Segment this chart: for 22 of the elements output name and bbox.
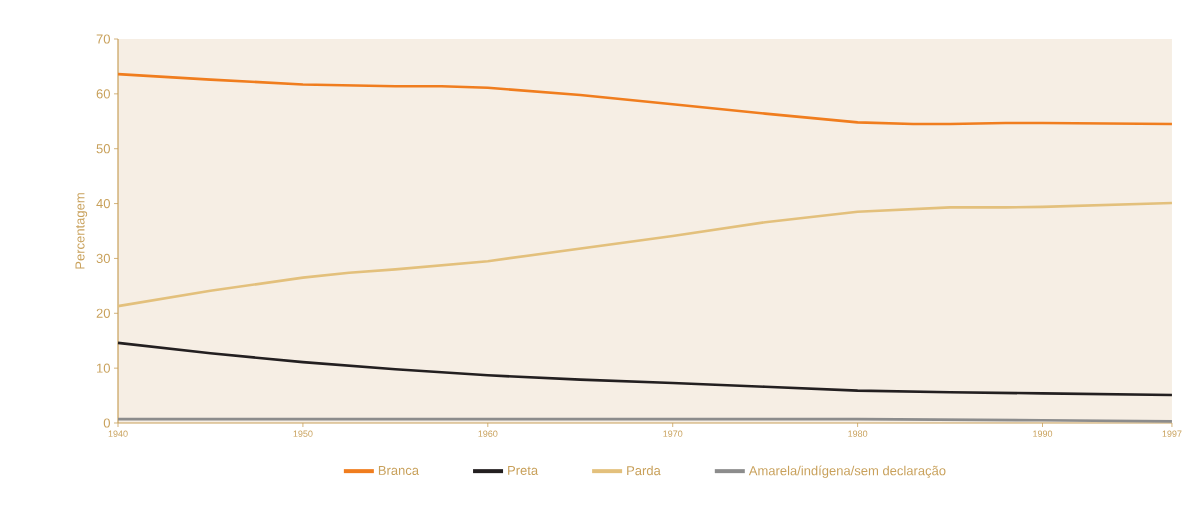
x-tick-label: 1997: [1162, 430, 1182, 437]
y-tick-label: 10: [97, 363, 110, 373]
legend-label: Preta: [508, 465, 539, 475]
legend-label: Parda: [627, 465, 661, 476]
x-tick-label: 1950: [293, 430, 313, 437]
y-tick-label: 20: [96, 308, 110, 318]
y-tick-label: 60: [96, 89, 110, 99]
y-tick-label: 70: [96, 34, 110, 44]
y-tick-label: 50: [96, 144, 110, 154]
x-tick-label: 1990: [1033, 430, 1053, 437]
y-tick-label: 30: [96, 253, 110, 264]
x-tick-label: 1970: [663, 430, 683, 437]
line-series: [116, 72, 1174, 126]
legend-label: Branca: [378, 465, 420, 475]
legend-label: Amarela/indígena/sem declaração: [748, 465, 946, 478]
y-tick-label: 40: [96, 198, 110, 209]
y-axis-title: Percentagem: [75, 193, 88, 269]
y-tick-label: 0: [103, 418, 110, 428]
x-tick-label: 1960: [478, 430, 498, 437]
x-tick-label: 1980: [848, 430, 868, 437]
line-series: [116, 341, 1174, 397]
x-tick-label: 1940: [108, 430, 128, 437]
